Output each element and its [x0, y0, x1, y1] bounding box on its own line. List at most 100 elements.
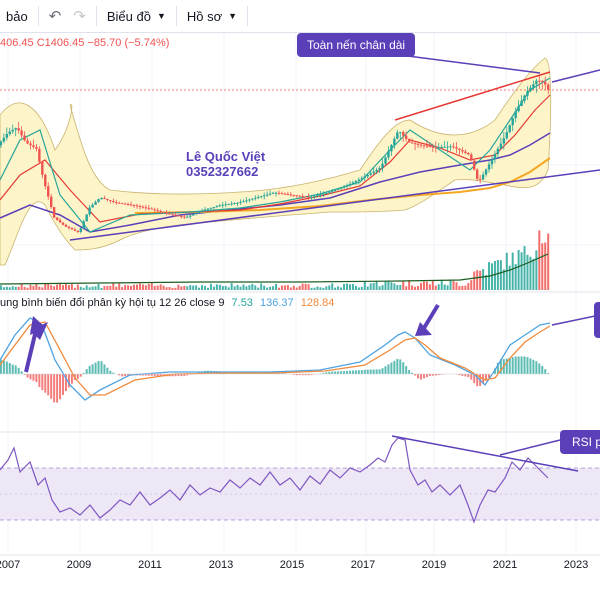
macd-histogram-bar [100, 361, 103, 374]
candle-body [88, 207, 91, 215]
macd-histogram-bar [174, 374, 177, 377]
toolbar-partial-item[interactable]: bảo [0, 0, 34, 32]
macd-histogram-bar [183, 374, 186, 376]
volume-bar [8, 287, 11, 290]
macd-histogram-bar [541, 366, 544, 374]
candle-body [103, 197, 106, 199]
macd-histogram-bar [346, 370, 349, 374]
volume-bar [307, 284, 310, 290]
volume-bars [0, 230, 550, 290]
ohlc-readout: 406.45 C1406.45 −85.70 (−5.74%) [0, 37, 170, 49]
candle-body [446, 146, 449, 148]
volume-bar [239, 286, 242, 290]
candle-body [97, 199, 100, 202]
volume-bar [301, 283, 304, 290]
macd-histogram-bar [378, 369, 381, 374]
candle-body [404, 135, 408, 140]
volume-bar [124, 284, 127, 290]
redo-icon: ↷ [73, 8, 86, 25]
macd-histogram-bar [360, 370, 363, 374]
macd-histogram-bar [47, 374, 50, 396]
volume-bar [532, 258, 535, 290]
upper-trendline [394, 71, 551, 121]
volume-bar [206, 287, 209, 290]
macd-histogram-bar [458, 374, 461, 376]
candle-body [38, 148, 41, 162]
volume-bar [511, 252, 514, 290]
candle-body [342, 186, 346, 188]
callout-rsi[interactable]: RSI p [560, 430, 600, 454]
volume-bar [328, 285, 331, 290]
volume-bar [348, 284, 351, 290]
candle-body [47, 186, 50, 197]
volume-bar [103, 285, 106, 290]
candle-body [212, 207, 216, 208]
macd-histogram-bar [322, 372, 325, 374]
volume-bar [251, 283, 254, 290]
macd-histogram-bar [82, 372, 85, 374]
macd-callout-pointer [551, 314, 600, 326]
macd-histogram-bar [304, 374, 307, 376]
profile-dropdown[interactable]: Hồ sơ ▼ [181, 0, 243, 32]
candle-body [345, 185, 349, 187]
candle-body [230, 203, 233, 205]
candle-body [73, 229, 77, 231]
x-axis-labels: 2007 2009 2011 2013 2015 2017 2019 2021 2023 [0, 559, 588, 571]
volume-bar [520, 252, 523, 290]
volume-bar [23, 286, 26, 290]
candle-body [171, 214, 174, 216]
candle-body [76, 230, 80, 232]
x-axis-label-2017: 2017 [351, 559, 375, 571]
candle-body [452, 146, 455, 148]
candle-body [328, 191, 331, 193]
macd-histogram-bar [109, 370, 112, 374]
macd-histogram-bar [387, 364, 390, 374]
macd-histogram-bar [144, 374, 147, 376]
volume-bar [215, 284, 218, 290]
macd-histogram-bar [307, 374, 310, 376]
volume-bar [369, 283, 372, 290]
chart-type-dropdown[interactable]: Biểu đồ ▼ [101, 0, 172, 32]
volume-bar [384, 281, 387, 290]
macd-histogram-bar [35, 374, 38, 383]
macd-legend[interactable]: ung bình biến đổi phân kỳ hội tụ 12 26 c… [0, 297, 334, 309]
macd-histogram-bar [399, 359, 402, 374]
candle-body [467, 152, 470, 155]
candle-body [162, 211, 165, 213]
candle-body [29, 143, 32, 146]
volume-bar [192, 285, 195, 290]
candle-body [138, 206, 142, 207]
author-watermark: Lê Quốc Việt 0352327662 [186, 149, 265, 179]
volume-bar [310, 287, 313, 290]
macd-histogram-bar [514, 356, 517, 374]
macd-histogram-bar [505, 358, 508, 374]
toolbar-separator [175, 6, 177, 26]
volume-bar [372, 283, 375, 290]
volume-bar [473, 271, 476, 290]
macd-histogram-bar [405, 366, 408, 374]
macd-histogram-bar [461, 374, 464, 376]
macd-histogram-bar [59, 374, 62, 400]
rsi-trendline [391, 435, 579, 472]
macd-histogram-bar [23, 374, 26, 375]
macd-histogram-bar [538, 363, 541, 374]
macd-legend-value-2: 136.37 [260, 297, 294, 309]
volume-bar [340, 287, 343, 290]
redo-button[interactable]: ↷ [67, 0, 92, 32]
callout-top[interactable]: Toàn nến chân dài [297, 33, 416, 57]
volume-bar [177, 284, 180, 290]
candle-body [177, 215, 180, 217]
chart-type-label: Biểu đồ [106, 8, 151, 24]
volume-bar [455, 282, 458, 290]
macd-histogram-bar [348, 370, 351, 374]
undo-button[interactable]: ↶ [43, 0, 68, 32]
candle-body [248, 199, 251, 201]
candle-body [298, 195, 301, 197]
macd-histogram-bar [535, 361, 538, 374]
candle-body [168, 213, 171, 215]
candle-body [257, 197, 260, 198]
macd-histogram-bar [124, 374, 127, 377]
volume-bar [517, 249, 520, 290]
candle-body [461, 150, 464, 152]
